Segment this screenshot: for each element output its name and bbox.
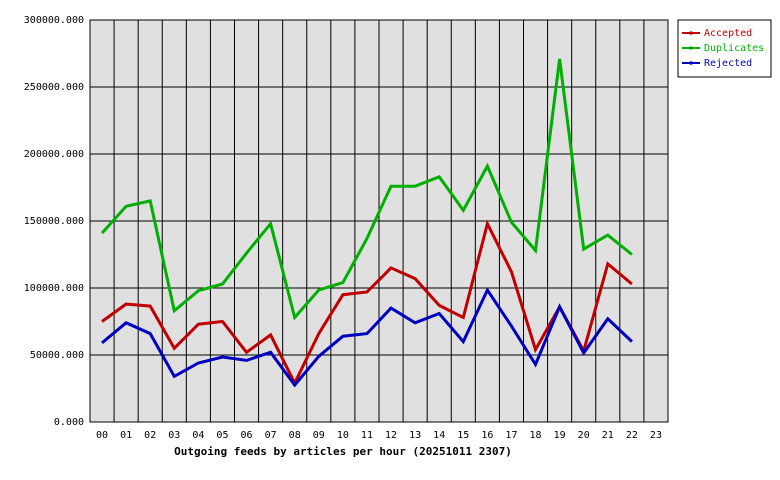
x-tick-label: 17 — [505, 430, 517, 441]
x-tick-label: 21 — [602, 430, 614, 441]
x-tick-label: 02 — [144, 430, 156, 441]
legend-label: Accepted — [704, 28, 752, 39]
x-tick-label: 08 — [289, 430, 301, 441]
x-tick-label: 05 — [216, 430, 228, 441]
y-tick-label: 250000.000 — [24, 82, 84, 93]
x-tick-label: 11 — [361, 430, 373, 441]
y-tick-label: 100000.000 — [24, 283, 84, 294]
x-tick-label: 15 — [457, 430, 469, 441]
y-tick-label: 50000.000 — [30, 350, 84, 361]
legend-label: Rejected — [704, 58, 752, 69]
x-tick-label: 09 — [313, 430, 325, 441]
x-tick-label: 12 — [385, 430, 397, 441]
plot-border — [89, 19, 669, 423]
series-line — [101, 219, 633, 387]
grid — [90, 19, 668, 423]
x-tick-label: 07 — [265, 430, 277, 441]
series-lines — [100, 58, 633, 388]
y-tick-label: 0.000 — [54, 417, 84, 428]
chart-title: Outgoing feeds by articles per hour (202… — [174, 445, 512, 458]
y-tick-label: 150000.000 — [24, 216, 84, 227]
legend: Accepted Duplicates Rejected — [677, 19, 772, 78]
x-tick-label: 10 — [337, 430, 349, 441]
x-tick-label: 03 — [168, 430, 180, 441]
x-tick-label: 14 — [433, 430, 445, 441]
series-line — [100, 58, 633, 321]
x-tick-label: 22 — [626, 430, 638, 441]
x-tick-label: 23 — [650, 430, 662, 441]
x-tick-label: 19 — [554, 430, 566, 441]
x-tick-label: 00 — [96, 430, 108, 441]
x-tick-label: 04 — [192, 430, 204, 441]
legend-marker — [689, 46, 693, 50]
legend-marker — [689, 61, 693, 65]
x-tick-label: 16 — [481, 430, 493, 441]
y-tick-label: 200000.000 — [24, 149, 84, 160]
x-tick-label: 13 — [409, 430, 421, 441]
series-line — [101, 286, 633, 388]
x-tick-label: 06 — [241, 430, 253, 441]
y-tick-label: 300000.000 — [24, 15, 84, 26]
legend-marker — [689, 31, 693, 35]
legend-label: Duplicates — [704, 43, 764, 54]
x-tick-label: 18 — [530, 430, 542, 441]
x-tick-label: 20 — [578, 430, 590, 441]
x-tick-label: 01 — [120, 430, 132, 441]
